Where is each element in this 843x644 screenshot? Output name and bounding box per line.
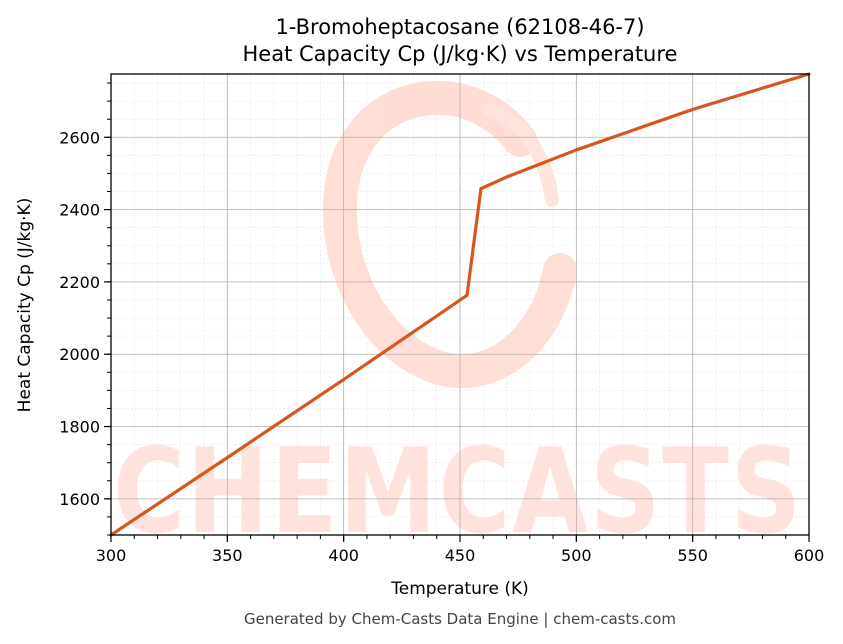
x-tick-labels: 300 350 400 450 500 550 600 <box>96 546 825 565</box>
y-tick-label: 1600 <box>59 490 100 509</box>
y-tick-label: 2600 <box>59 128 100 147</box>
footer-credit: Generated by Chem-Casts Data Engine | ch… <box>244 610 676 628</box>
watermark-text: CHEMCASTS <box>113 422 803 560</box>
y-tick-labels: 1600 1800 2000 2200 2400 2600 <box>59 128 100 509</box>
y-axis-label: Heat Capacity Cp (J/kg·K) <box>15 198 35 413</box>
x-tick-label: 600 <box>794 546 825 565</box>
x-axis-label: Temperature (K) <box>390 579 529 599</box>
y-tick-label: 2200 <box>59 273 100 292</box>
series-layer <box>109 72 811 537</box>
y-tick-label: 1800 <box>59 418 100 437</box>
y-tick-label: 2000 <box>59 345 100 364</box>
chart-title-line2: Heat Capacity Cp (J/kg·K) vs Temperature <box>243 42 678 66</box>
chart-title-line1: 1-Bromoheptacosane (62108-46-7) <box>275 15 644 39</box>
x-tick-label: 550 <box>677 546 708 565</box>
x-tick-label: 350 <box>212 546 243 565</box>
x-tick-label: 450 <box>445 546 476 565</box>
x-tick-label: 300 <box>96 546 127 565</box>
x-tick-label: 500 <box>561 546 592 565</box>
series-line-0 <box>109 72 811 537</box>
x-tick-label: 400 <box>328 546 359 565</box>
y-tick-label: 2400 <box>59 201 100 220</box>
axis-ticks <box>104 82 810 542</box>
